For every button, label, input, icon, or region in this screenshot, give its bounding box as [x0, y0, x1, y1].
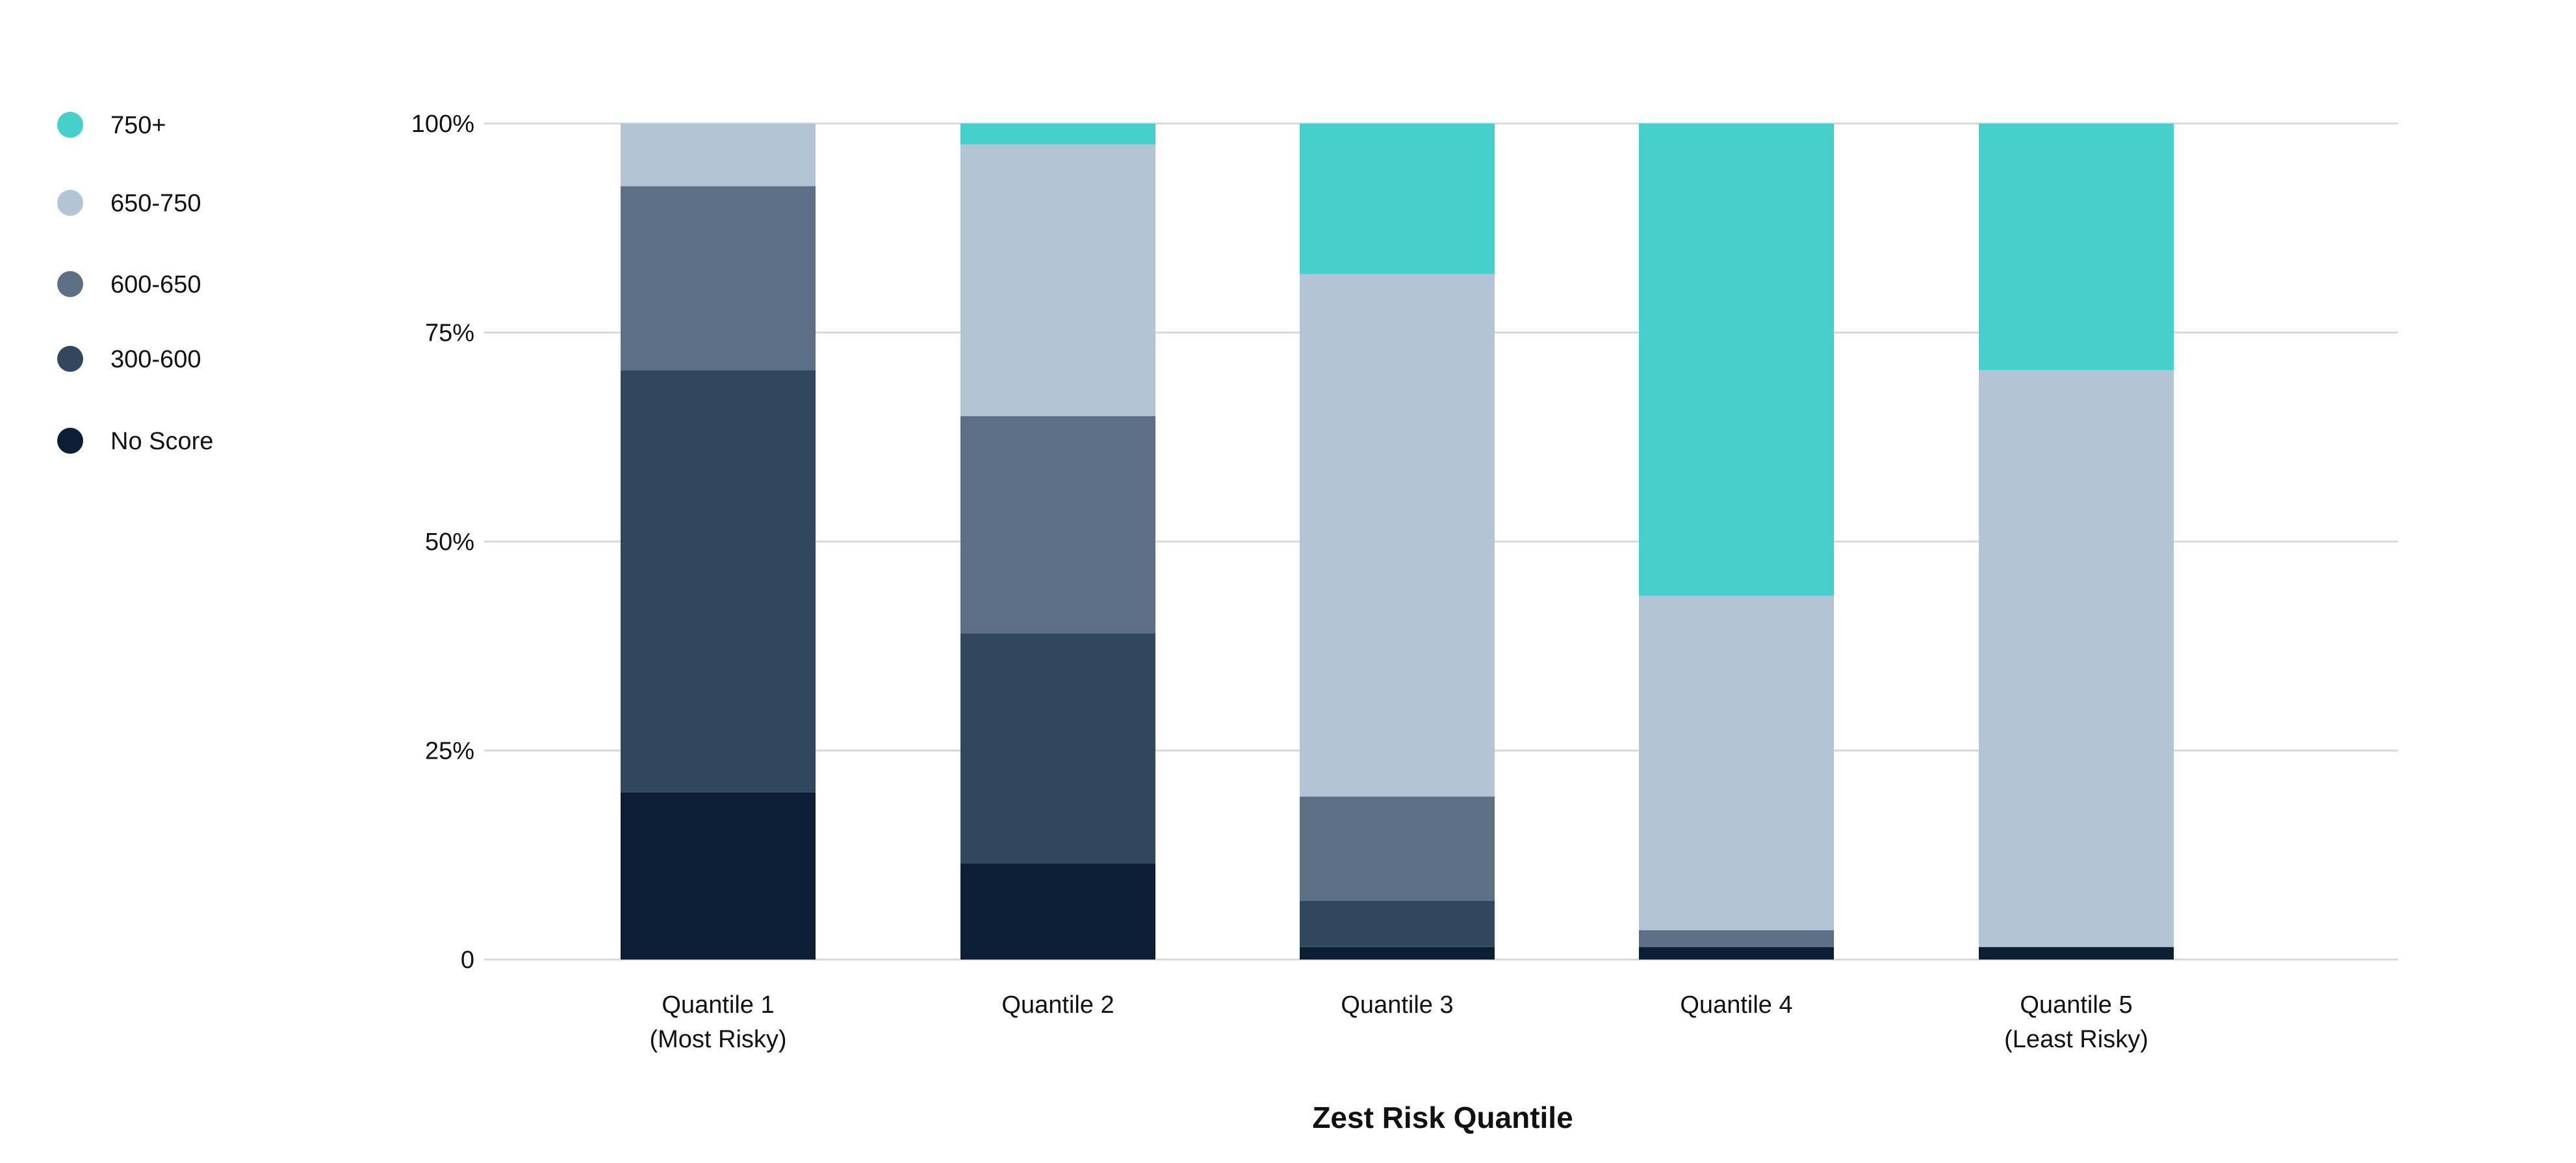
legend-swatch: [57, 190, 83, 216]
x-category-label: Quantile 1: [662, 991, 774, 1019]
legend-label: 650-750: [110, 190, 201, 217]
bar-segment-600-650: [1639, 930, 1834, 947]
y-tick-label: 50%: [425, 529, 474, 556]
x-category-label: Quantile 3: [1341, 991, 1453, 1019]
bar-segment-750-: [960, 124, 1155, 145]
bar-segment-750-: [1300, 124, 1495, 274]
x-category-label: Quantile 5: [2020, 991, 2132, 1019]
legend-label: No Score: [110, 428, 213, 455]
bar-segment-750-: [1639, 124, 1834, 596]
bar-segment-650-750: [1300, 274, 1495, 797]
bar-segment-600-650: [621, 186, 816, 371]
bar-segment-650-750: [960, 144, 1155, 417]
x-axis-title: Zest Risk Quantile: [1312, 1101, 1573, 1134]
bar-segment-no-score: [960, 863, 1155, 960]
legend-label: 600-650: [110, 271, 201, 298]
bar-segment-650-750: [1979, 370, 2174, 947]
bar-segment-650-750: [621, 124, 816, 187]
x-axis-categories: Quantile 1 (Most Risky) Quantile 2 Quantile…: [649, 991, 2148, 1053]
bar-segment-750-: [1979, 124, 2174, 371]
y-tick-label: 75%: [425, 320, 474, 347]
bar-segment-300-600: [960, 633, 1155, 864]
bar-segment-650-750: [1639, 595, 1834, 930]
bar-segment-600-650: [960, 416, 1155, 634]
bar-segment-no-score: [1979, 947, 2174, 960]
y-tick-label: 100%: [411, 111, 474, 138]
x-category-sublabel: (Most Risky): [649, 1026, 786, 1053]
bar-segment-300-600: [1300, 900, 1495, 947]
bar-segment-no-score: [1639, 947, 1834, 960]
legend-swatch: [57, 346, 83, 372]
legend-label: 750+: [110, 112, 166, 139]
y-axis-ticks: 0 25% 50% 75% 100%: [411, 111, 474, 974]
legend-swatch: [57, 271, 83, 297]
y-tick-label: 25%: [425, 738, 474, 765]
bars: [621, 124, 2174, 960]
legend: 750+ 650-750 600-650 300-600 No Score: [57, 112, 213, 455]
bar-segment-no-score: [1300, 947, 1495, 960]
y-tick-label: 0: [461, 947, 474, 974]
bar-segment-no-score: [621, 792, 816, 960]
legend-swatch: [57, 112, 83, 138]
legend-label: 300-600: [110, 346, 201, 373]
x-category-label: Quantile 2: [1001, 991, 1114, 1019]
x-category-label: Quantile 4: [1680, 991, 1792, 1019]
legend-swatch: [57, 428, 83, 454]
bar-segment-300-600: [621, 370, 816, 792]
bar-segment-600-650: [1300, 796, 1495, 901]
x-category-sublabel: (Least Risky): [2004, 1026, 2148, 1053]
